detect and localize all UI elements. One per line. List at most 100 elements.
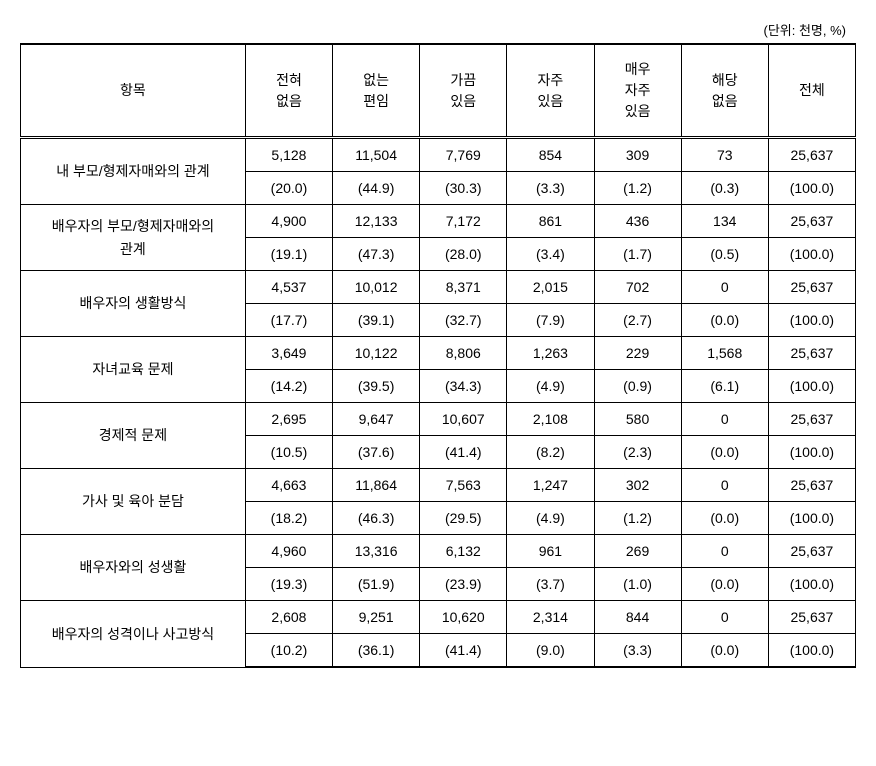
- table-cell-percent: (1.2): [594, 502, 681, 535]
- table-cell-value: 1,568: [681, 337, 768, 370]
- table-cell-value: 10,122: [333, 337, 420, 370]
- table-cell-value: 961: [507, 535, 594, 568]
- table-cell-percent: (0.0): [681, 304, 768, 337]
- table-cell-percent: (0.0): [681, 568, 768, 601]
- table-cell-percent: (10.5): [245, 436, 332, 469]
- table-cell-percent: (10.2): [245, 634, 332, 668]
- table-cell-value: 25,637: [768, 469, 855, 502]
- table-cell-percent: (47.3): [333, 238, 420, 271]
- table-cell-value: 11,864: [333, 469, 420, 502]
- table-cell-value: 0: [681, 469, 768, 502]
- table-cell-percent: (30.3): [420, 172, 507, 205]
- table-cell-value: 0: [681, 601, 768, 634]
- table-cell-percent: (14.2): [245, 370, 332, 403]
- table-cell-value: 25,637: [768, 271, 855, 304]
- table-cell-value: 2,314: [507, 601, 594, 634]
- col-header-c4: 자주있음: [507, 44, 594, 138]
- table-cell-percent: (1.7): [594, 238, 681, 271]
- table-cell-value: 0: [681, 535, 768, 568]
- data-table: 항목 전혀없음 없는편임 가끔있음 자주있음 매우자주있음 해당없음 전체 내 …: [20, 43, 856, 668]
- row-label: 배우자의 성격이나 사고방식: [21, 601, 246, 668]
- table-cell-value: 73: [681, 138, 768, 172]
- table-cell-value: 25,637: [768, 601, 855, 634]
- table-cell-percent: (8.2): [507, 436, 594, 469]
- table-cell-percent: (19.3): [245, 568, 332, 601]
- table-cell-value: 269: [594, 535, 681, 568]
- table-cell-percent: (20.0): [245, 172, 332, 205]
- table-cell-value: 25,637: [768, 337, 855, 370]
- table-cell-percent: (29.5): [420, 502, 507, 535]
- table-cell-percent: (100.0): [768, 370, 855, 403]
- table-cell-value: 3,649: [245, 337, 332, 370]
- table-cell-value: 580: [594, 403, 681, 436]
- table-cell-value: 8,806: [420, 337, 507, 370]
- table-cell-percent: (0.9): [594, 370, 681, 403]
- table-cell-percent: (100.0): [768, 436, 855, 469]
- table-cell-percent: (17.7): [245, 304, 332, 337]
- table-cell-value: 7,769: [420, 138, 507, 172]
- table-cell-value: 0: [681, 271, 768, 304]
- row-label: 내 부모/형제자매와의 관계: [21, 138, 246, 205]
- table-cell-percent: (1.2): [594, 172, 681, 205]
- col-header-c6: 해당없음: [681, 44, 768, 138]
- table-cell-percent: (0.0): [681, 634, 768, 668]
- table-cell-value: 9,251: [333, 601, 420, 634]
- table-cell-value: 4,537: [245, 271, 332, 304]
- table-cell-percent: (4.9): [507, 502, 594, 535]
- row-label: 경제적 문제: [21, 403, 246, 469]
- col-header-c3: 가끔있음: [420, 44, 507, 138]
- table-cell-percent: (19.1): [245, 238, 332, 271]
- col-header-c7: 전체: [768, 44, 855, 138]
- table-cell-value: 10,620: [420, 601, 507, 634]
- col-header-c5: 매우자주있음: [594, 44, 681, 138]
- table-cell-percent: (100.0): [768, 238, 855, 271]
- table-cell-value: 25,637: [768, 138, 855, 172]
- table-cell-percent: (51.9): [333, 568, 420, 601]
- table-cell-value: 25,637: [768, 535, 855, 568]
- row-label: 자녀교육 문제: [21, 337, 246, 403]
- table-cell-percent: (39.5): [333, 370, 420, 403]
- table-cell-percent: (100.0): [768, 634, 855, 668]
- table-cell-percent: (0.3): [681, 172, 768, 205]
- row-label: 배우자의 부모/형제자매와의관계: [21, 205, 246, 271]
- table-cell-value: 2,108: [507, 403, 594, 436]
- table-cell-value: 4,900: [245, 205, 332, 238]
- col-header-c1: 전혀없음: [245, 44, 332, 138]
- table-cell-percent: (41.4): [420, 634, 507, 668]
- table-cell-value: 2,015: [507, 271, 594, 304]
- table-cell-percent: (3.4): [507, 238, 594, 271]
- table-cell-percent: (100.0): [768, 568, 855, 601]
- table-cell-value: 854: [507, 138, 594, 172]
- table-cell-percent: (23.9): [420, 568, 507, 601]
- table-cell-percent: (0.0): [681, 436, 768, 469]
- table-cell-value: 2,608: [245, 601, 332, 634]
- table-cell-value: 10,012: [333, 271, 420, 304]
- table-cell-percent: (46.3): [333, 502, 420, 535]
- table-cell-percent: (100.0): [768, 304, 855, 337]
- table-cell-value: 7,563: [420, 469, 507, 502]
- table-cell-value: 4,663: [245, 469, 332, 502]
- table-cell-value: 229: [594, 337, 681, 370]
- table-cell-percent: (37.6): [333, 436, 420, 469]
- table-cell-percent: (41.4): [420, 436, 507, 469]
- row-label: 배우자와의 성생활: [21, 535, 246, 601]
- table-cell-value: 7,172: [420, 205, 507, 238]
- table-cell-percent: (6.1): [681, 370, 768, 403]
- table-cell-value: 302: [594, 469, 681, 502]
- table-cell-value: 25,637: [768, 403, 855, 436]
- table-cell-percent: (39.1): [333, 304, 420, 337]
- table-cell-value: 702: [594, 271, 681, 304]
- table-cell-value: 861: [507, 205, 594, 238]
- table-cell-value: 1,247: [507, 469, 594, 502]
- table-cell-value: 13,316: [333, 535, 420, 568]
- table-cell-value: 10,607: [420, 403, 507, 436]
- table-cell-percent: (3.3): [594, 634, 681, 668]
- table-cell-value: 844: [594, 601, 681, 634]
- table-cell-percent: (18.2): [245, 502, 332, 535]
- table-cell-percent: (44.9): [333, 172, 420, 205]
- table-cell-value: 2,695: [245, 403, 332, 436]
- table-cell-value: 5,128: [245, 138, 332, 172]
- table-cell-value: 8,371: [420, 271, 507, 304]
- table-cell-value: 6,132: [420, 535, 507, 568]
- table-cell-value: 436: [594, 205, 681, 238]
